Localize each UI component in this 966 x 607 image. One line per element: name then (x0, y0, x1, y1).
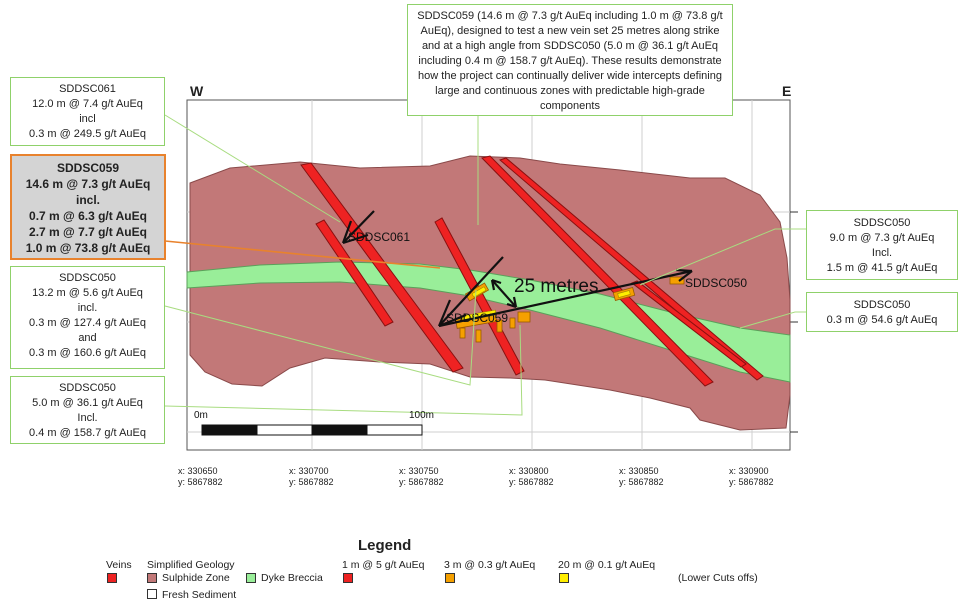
callout-line: SDDSC050 (853, 299, 911, 311)
callout-line: and (78, 332, 97, 344)
legend-cut2-label: 3 m @ 0.3 g/t AuEq (444, 559, 536, 571)
coord-y: y: 5867882 (289, 477, 334, 487)
coord-330650: x: 330650 y: 5867882 (178, 466, 223, 488)
coord-y: y: 5867882 (399, 477, 444, 487)
callout-sddsc050-d: SDDSC050 0.3 m @ 54.6 g/t AuEq (806, 292, 958, 332)
legend-geology-label: Simplified Geology (147, 559, 235, 571)
trace-sddsc050 (438, 269, 693, 328)
callout-line: 0.3 m @ 54.6 g/t AuEq (826, 314, 938, 326)
legend-cut3-label: 20 m @ 0.1 g/t AuEq (558, 559, 656, 571)
callout-line: 0.4 m @ 158.7 g/t AuEq (29, 427, 146, 439)
legend-title: Legend (358, 537, 412, 554)
legend-lower-cuts-label: (Lower Cuts offs) (678, 572, 758, 584)
summary-note: SDDSC059 (14.6 m @ 7.3 g/t AuEq includin… (407, 4, 733, 116)
callout-sddsc050-c: SDDSC050 9.0 m @ 7.3 g/t AuEq Incl. 1.5 … (806, 210, 958, 280)
callout-line: 9.0 m @ 7.3 g/t AuEq (829, 232, 935, 244)
legend-cut1-label: 1 m @ 5 g/t AuEq (342, 559, 425, 571)
hole-label-sddsc050: SDDSC050 (685, 276, 747, 290)
coord-y: y: 5867882 (619, 477, 664, 487)
callout-line: 13.2 m @ 5.6 g/t AuEq (32, 287, 143, 299)
coord-330700: x: 330700 y: 5867882 (289, 466, 334, 488)
hole-label-sddsc059: SDDSC059 (446, 311, 508, 325)
scale-end-label: 100m (409, 410, 435, 421)
callout-line: SDDSC059 (56, 161, 120, 175)
scale-start-label: 0m (194, 410, 208, 421)
vein-4 (481, 155, 714, 387)
callout-line: 14.6 m @ 7.3 g/t AuEq (25, 177, 151, 191)
callout-sddsc059: SDDSC059 14.6 m @ 7.3 g/t AuEq incl. 0.7… (10, 154, 166, 260)
hole-label-sddsc061: SDDSC061 (348, 230, 410, 244)
legend-sediment-swatch (147, 589, 157, 599)
coord-330750: x: 330750 y: 5867882 (399, 466, 444, 488)
legend-cut2-swatch (445, 573, 455, 583)
coord-x: x: 330850 (619, 466, 659, 476)
coord-x: x: 330750 (399, 466, 439, 476)
east-label: E (782, 83, 792, 99)
leader-line-featured (164, 240, 441, 269)
drill-traces (341, 210, 693, 328)
legend-veins-swatch (107, 573, 117, 583)
distance-arrow (491, 279, 517, 308)
callout-line: 12.0 m @ 7.4 g/t AuEq (32, 98, 143, 110)
legend-cut1-swatch (343, 573, 353, 583)
coord-x: x: 330900 (729, 466, 769, 476)
legend-cut3-swatch (559, 573, 569, 583)
coord-x: x: 330700 (289, 466, 329, 476)
callout-line: 1.5 m @ 41.5 g/t AuEq (826, 262, 938, 274)
right-axis-ticks (790, 211, 798, 433)
west-label: W (190, 83, 204, 99)
callout-line: incl. (75, 193, 100, 207)
scale-bar (201, 424, 423, 436)
callout-sddsc061: SDDSC061 12.0 m @ 7.4 g/t AuEq incl 0.3 … (10, 77, 165, 146)
vein-1 (300, 162, 464, 373)
callout-line: 0.3 m @ 249.5 g/t AuEq (29, 128, 146, 140)
coord-330800: x: 330800 y: 5867882 (509, 466, 554, 488)
legend-sulphide-label: Sulphide Zone (162, 572, 230, 584)
coord-y: y: 5867882 (729, 477, 774, 487)
callout-line: 1.0 m @ 73.8 g/t AuEq (25, 241, 151, 255)
callout-line: 5.0 m @ 36.1 g/t AuEq (32, 397, 143, 409)
callout-line: SDDSC050 (59, 272, 116, 284)
coord-y: y: 5867882 (509, 477, 554, 487)
callout-line: SDDSC050 (59, 382, 116, 394)
callout-line: incl. (77, 302, 98, 314)
vein-2 (315, 219, 394, 327)
callout-line: Incl. (77, 412, 98, 424)
coord-x: x: 330650 (178, 466, 218, 476)
callout-line: incl (79, 113, 96, 125)
callout-sddsc050-b: SDDSC050 5.0 m @ 36.1 g/t AuEq Incl. 0.4… (10, 376, 165, 444)
callout-line: 2.7 m @ 7.7 g/t AuEq (29, 225, 147, 239)
callout-line: 0.3 m @ 127.4 g/t AuEq (29, 317, 146, 329)
trace-sddsc061 (342, 210, 375, 244)
coord-y: y: 5867882 (178, 477, 223, 487)
callout-sddsc050-a: SDDSC050 13.2 m @ 5.6 g/t AuEq incl. 0.3… (10, 266, 165, 369)
trace-sddsc059 (438, 256, 504, 327)
callout-line: 0.3 m @ 160.6 g/t AuEq (29, 347, 146, 359)
legend-veins-label: Veins (106, 559, 132, 571)
leader-lines (164, 94, 806, 416)
legend-sulphide-swatch (147, 573, 157, 583)
vein-3 (434, 217, 525, 376)
legend-breccia-label: Dyke Breccia (261, 572, 323, 584)
vein-6 (631, 280, 747, 368)
coord-330850: x: 330850 y: 5867882 (619, 466, 664, 488)
coord-330900: x: 330900 y: 5867882 (729, 466, 774, 488)
coord-x: x: 330800 (509, 466, 549, 476)
callout-line: SDDSC050 (853, 217, 911, 229)
distance-label: 25 metres (514, 276, 598, 297)
legend-sediment-label: Fresh Sediment (162, 589, 237, 601)
summary-note-text: SDDSC059 (14.6 m @ 7.3 g/t AuEq includin… (417, 10, 723, 112)
legend-breccia-swatch (246, 573, 256, 583)
callout-line: SDDSC061 (59, 83, 116, 95)
callout-line: Incl. (871, 247, 893, 259)
veins (300, 155, 764, 387)
callout-line: 0.7 m @ 6.3 g/t AuEq (29, 209, 147, 223)
